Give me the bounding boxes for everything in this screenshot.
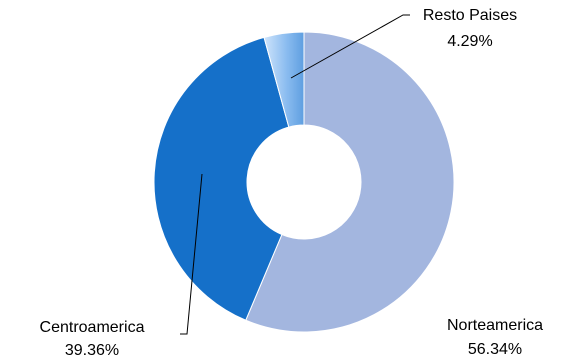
slice-centroamerica xyxy=(153,36,290,321)
value-label-norteamerica: 56.34% xyxy=(468,341,522,358)
category-label-resto-paises: Resto Paises xyxy=(423,7,517,24)
category-label-norteamerica: Norteamerica xyxy=(447,317,543,334)
value-label-centroamerica: 39.36% xyxy=(65,342,119,359)
slices-group xyxy=(153,31,455,333)
leader-line-resto-paises xyxy=(290,14,410,79)
slice-resto-paises xyxy=(263,31,305,128)
category-label-centroamerica: Centroamerica xyxy=(40,319,145,336)
slice-norteamerica xyxy=(245,31,455,333)
data-labels: Norteamerica 56.34% Centroamerica 39.36% Res… xyxy=(40,7,544,359)
leader-lines xyxy=(180,14,410,335)
leader-line-centroamerica xyxy=(180,173,203,335)
value-label-resto-paises: 4.29% xyxy=(447,33,492,50)
